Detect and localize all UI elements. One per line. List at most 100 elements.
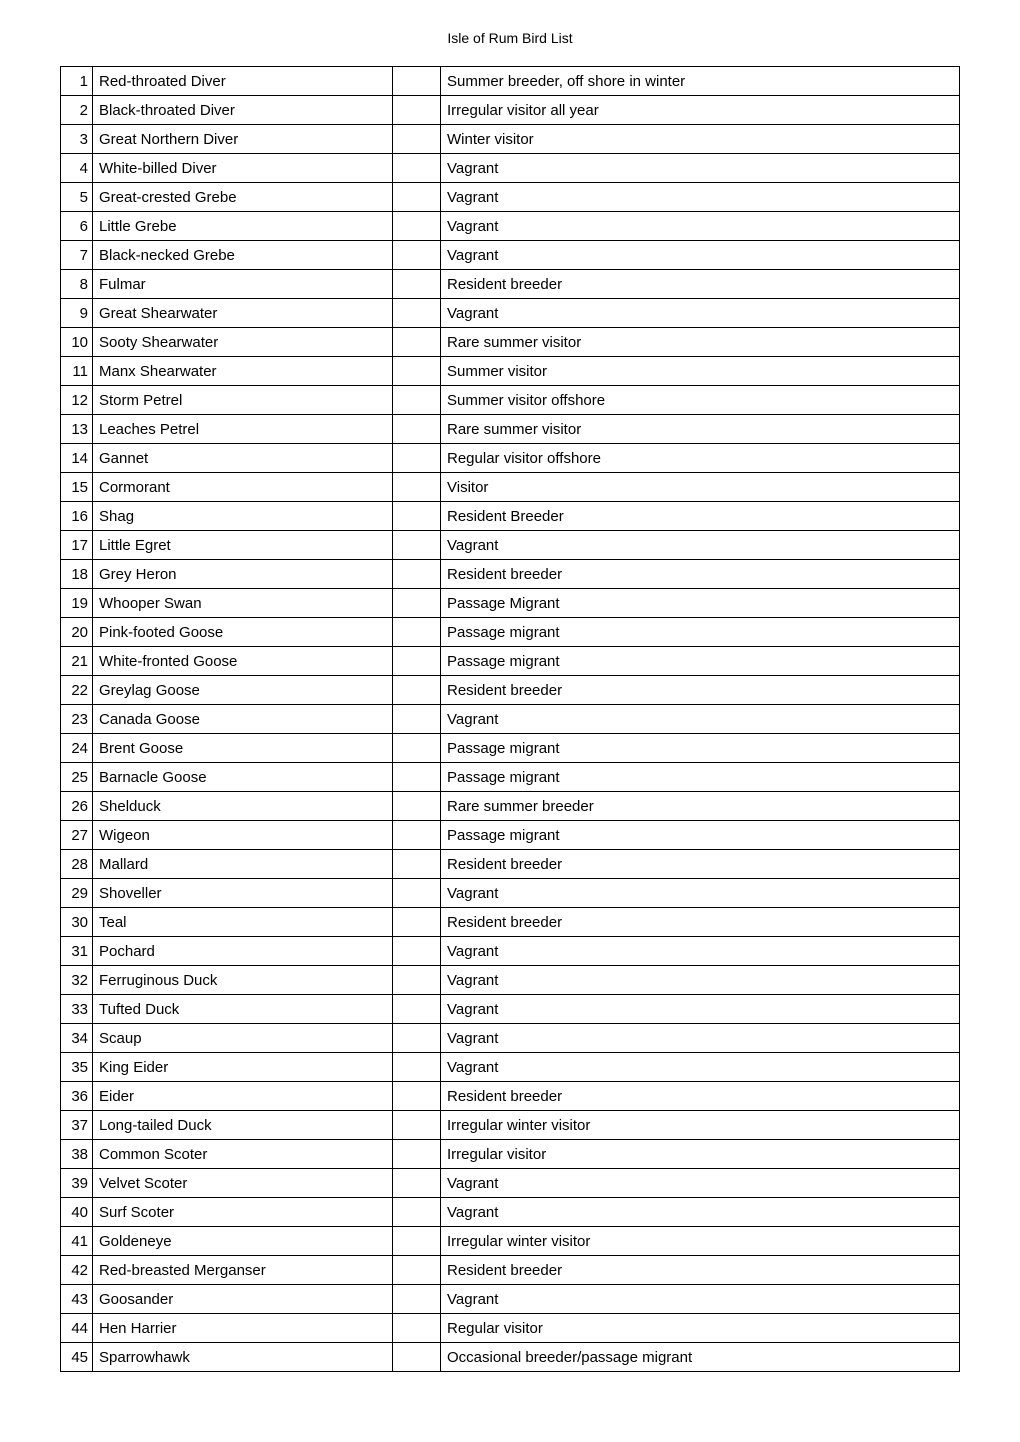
blank-cell xyxy=(393,1198,441,1227)
row-number: 45 xyxy=(61,1343,93,1372)
table-row: 15CormorantVisitor xyxy=(61,473,960,502)
table-row: 36Eider Resident breeder xyxy=(61,1082,960,1111)
blank-cell xyxy=(393,328,441,357)
table-row: 13 Leaches PetrelRare summer visitor xyxy=(61,415,960,444)
blank-cell xyxy=(393,676,441,705)
bird-status: Resident breeder xyxy=(441,676,960,705)
table-row: 26ShelduckRare summer breeder xyxy=(61,792,960,821)
bird-name: White-fronted Goose xyxy=(93,647,393,676)
blank-cell xyxy=(393,1053,441,1082)
bird-name: Barnacle Goose xyxy=(93,763,393,792)
row-number: 8 xyxy=(61,270,93,299)
blank-cell xyxy=(393,67,441,96)
bird-status: Vagrant xyxy=(441,241,960,270)
bird-status: Vagrant xyxy=(441,995,960,1024)
blank-cell xyxy=(393,1140,441,1169)
table-row: 22Greylag GooseResident breeder xyxy=(61,676,960,705)
row-number: 14 xyxy=(61,444,93,473)
bird-status: Regular visitor xyxy=(441,1314,960,1343)
table-row: 8 FulmarResident breeder xyxy=(61,270,960,299)
bird-status: Passage migrant xyxy=(441,821,960,850)
bird-name: Tufted Duck xyxy=(93,995,393,1024)
row-number: 34 xyxy=(61,1024,93,1053)
bird-status: Vagrant xyxy=(441,705,960,734)
row-number: 12 xyxy=(61,386,93,415)
bird-status: Resident breeder xyxy=(441,908,960,937)
row-number: 3 xyxy=(61,125,93,154)
bird-name: Wigeon xyxy=(93,821,393,850)
bird-name: Eider xyxy=(93,1082,393,1111)
blank-cell xyxy=(393,1314,441,1343)
blank-cell xyxy=(393,1256,441,1285)
row-number: 6 xyxy=(61,212,93,241)
bird-status: Summer visitor xyxy=(441,357,960,386)
bird-status: Resident Breeder xyxy=(441,502,960,531)
row-number: 19 xyxy=(61,589,93,618)
row-number: 2 xyxy=(61,96,93,125)
row-number: 10 xyxy=(61,328,93,357)
bird-name: Goosander xyxy=(93,1285,393,1314)
bird-status: Rare summer breeder xyxy=(441,792,960,821)
bird-name: King Eider xyxy=(93,1053,393,1082)
table-row: 3Great Northern DiverWinter visitor xyxy=(61,125,960,154)
bird-name: Canada Goose xyxy=(93,705,393,734)
table-row: 24Brent GoosePassage migrant xyxy=(61,734,960,763)
row-number: 35 xyxy=(61,1053,93,1082)
bird-status: Irregular visitor xyxy=(441,1140,960,1169)
bird-name: Gannet xyxy=(93,444,393,473)
table-row: 44Hen HarrierRegular visitor xyxy=(61,1314,960,1343)
row-number: 27 xyxy=(61,821,93,850)
bird-name: Pochard xyxy=(93,937,393,966)
row-number: 39 xyxy=(61,1169,93,1198)
row-number: 36 xyxy=(61,1082,93,1111)
blank-cell xyxy=(393,1285,441,1314)
bird-name: Little Grebe xyxy=(93,212,393,241)
table-row: 32Ferruginous DuckVagrant xyxy=(61,966,960,995)
bird-status: Irregular visitor all year xyxy=(441,96,960,125)
row-number: 7 xyxy=(61,241,93,270)
row-number: 32 xyxy=(61,966,93,995)
table-row: 11Manx ShearwaterSummer visitor xyxy=(61,357,960,386)
bird-name: Red-breasted Merganser xyxy=(93,1256,393,1285)
row-number: 24 xyxy=(61,734,93,763)
blank-cell xyxy=(393,183,441,212)
blank-cell xyxy=(393,531,441,560)
bird-name: Scaup xyxy=(93,1024,393,1053)
bird-status: Rare summer visitor xyxy=(441,415,960,444)
bird-name: Surf Scoter xyxy=(93,1198,393,1227)
blank-cell xyxy=(393,241,441,270)
bird-name: Leaches Petrel xyxy=(93,415,393,444)
bird-name: Mallard xyxy=(93,850,393,879)
bird-status: Irregular winter visitor xyxy=(441,1227,960,1256)
bird-name: Velvet Scoter xyxy=(93,1169,393,1198)
table-row: 34ScaupVagrant xyxy=(61,1024,960,1053)
bird-status: Visitor xyxy=(441,473,960,502)
table-row: 17Little EgretVagrant xyxy=(61,531,960,560)
bird-status: Vagrant xyxy=(441,879,960,908)
blank-cell xyxy=(393,357,441,386)
row-number: 44 xyxy=(61,1314,93,1343)
bird-status: Vagrant xyxy=(441,937,960,966)
blank-cell xyxy=(393,270,441,299)
bird-status: Vagrant xyxy=(441,1169,960,1198)
bird-status: Resident breeder xyxy=(441,850,960,879)
bird-name: Manx Shearwater xyxy=(93,357,393,386)
blank-cell xyxy=(393,502,441,531)
table-row: 39Velvet Scoter Vagrant xyxy=(61,1169,960,1198)
bird-status: Resident breeder xyxy=(441,1256,960,1285)
blank-cell xyxy=(393,966,441,995)
row-number: 41 xyxy=(61,1227,93,1256)
row-number: 20 xyxy=(61,618,93,647)
bird-status: Irregular winter visitor xyxy=(441,1111,960,1140)
bird-status: Resident breeder xyxy=(441,1082,960,1111)
blank-cell xyxy=(393,937,441,966)
bird-name: Greylag Goose xyxy=(93,676,393,705)
bird-name: Great Shearwater xyxy=(93,299,393,328)
table-row: 4White-billed DiverVagrant xyxy=(61,154,960,183)
bird-status: Passage migrant xyxy=(441,763,960,792)
blank-cell xyxy=(393,908,441,937)
bird-name: Shoveller xyxy=(93,879,393,908)
bird-name: Cormorant xyxy=(93,473,393,502)
row-number: 18 xyxy=(61,560,93,589)
table-row: 42Red-breasted MerganserResident breeder xyxy=(61,1256,960,1285)
